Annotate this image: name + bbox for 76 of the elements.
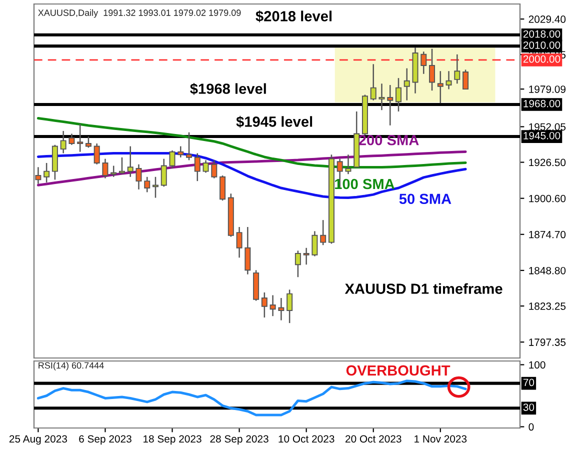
candlestick [211, 160, 218, 179]
candlestick [378, 83, 385, 111]
y-tick-label: 0 [528, 423, 534, 431]
annotation: $2018 level [256, 10, 332, 22]
x-tick-label: 10 Oct 2023 [278, 435, 334, 443]
text: XAUUSD,Daily 1991.32 1993.01 1979.02 1979.09 [38, 9, 241, 18]
ref-line-label: 2010.00 [523, 41, 560, 49]
y-tick-label: 1926.50 [529, 158, 566, 166]
y-tick-label: 1848.80 [529, 266, 566, 274]
candlestick [437, 70, 444, 104]
candlestick [420, 50, 427, 75]
candlestick [462, 69, 469, 90]
candlestick [160, 158, 167, 188]
ref-line-label: 70 [523, 378, 534, 386]
candlestick [236, 226, 242, 258]
candlestick [152, 176, 158, 198]
y-tick-label: 1952.05 [529, 123, 566, 131]
annotation: $1945 level [236, 116, 312, 128]
y-tick-label: 1823.25 [529, 302, 566, 310]
candlestick [94, 142, 100, 165]
x-tick-label: 28 Sep 2023 [210, 435, 268, 445]
candlestick [194, 152, 200, 182]
candlestick [270, 294, 276, 317]
candlestick [303, 247, 310, 266]
y-tick-label: 2029.40 [528, 16, 566, 23]
candlestick [312, 230, 318, 257]
candlestick [320, 219, 326, 246]
candlestick [202, 160, 209, 174]
candlestick [396, 77, 402, 112]
candlestick [85, 136, 92, 148]
candlestick [127, 146, 134, 178]
candlestick [186, 132, 192, 161]
candlestick [286, 289, 293, 324]
y-tick-label: 100 [529, 361, 546, 369]
candlestick [446, 70, 452, 90]
candlestick [118, 156, 125, 175]
candlestick [294, 250, 301, 278]
x-tick-label: 1 Nov 2023 [414, 435, 467, 443]
candlestick [169, 150, 176, 170]
candlestick [77, 123, 84, 152]
candlestick [370, 64, 376, 101]
y-tick-label: 1979.09 [529, 86, 566, 93]
annotation: $1968 level [190, 82, 266, 95]
candlestick [429, 48, 436, 92]
candlestick [44, 162, 50, 184]
x-tick-label: 6 Sep 2023 [79, 435, 132, 445]
candlestick [60, 130, 66, 154]
y-tick-label: 1900.60 [529, 194, 566, 202]
candlestick [136, 164, 142, 190]
candlestick [102, 158, 108, 179]
candlestick [454, 54, 460, 84]
candlestick [144, 176, 150, 193]
series-label: 50 SMA [399, 194, 452, 204]
candlestick [345, 154, 352, 175]
candlestick [68, 133, 75, 146]
candlestick [244, 226, 251, 275]
ref-line-label: 1968.00 [524, 100, 560, 108]
ref-line-label: 2018.00 [523, 30, 560, 38]
x-tick-label: 20 Oct 2023 [346, 435, 402, 443]
ref-line-label: 30 [523, 404, 534, 411]
y-tick-label: 1874.70 [529, 230, 566, 238]
annotation: XAUUSD D1 timeframe [344, 283, 502, 294]
x-tick-label: 18 Sep 2023 [144, 435, 202, 445]
candlestick [35, 166, 42, 184]
annotation: OVERBOUGHT [346, 365, 450, 376]
x-tick-label: 25 Aug 2023 [9, 435, 67, 445]
chart-title: RSI(14) 60.7444 [38, 362, 104, 370]
candlestick [404, 68, 410, 101]
candlestick [178, 146, 184, 158]
ref-line-label: 1945.00 [524, 132, 560, 140]
y-tick-label: 1797.35 [529, 338, 566, 346]
candlestick [278, 297, 284, 321]
candlestick [261, 292, 268, 318]
candlestick [110, 165, 117, 178]
candlestick [387, 84, 394, 126]
candlestick [220, 174, 226, 202]
